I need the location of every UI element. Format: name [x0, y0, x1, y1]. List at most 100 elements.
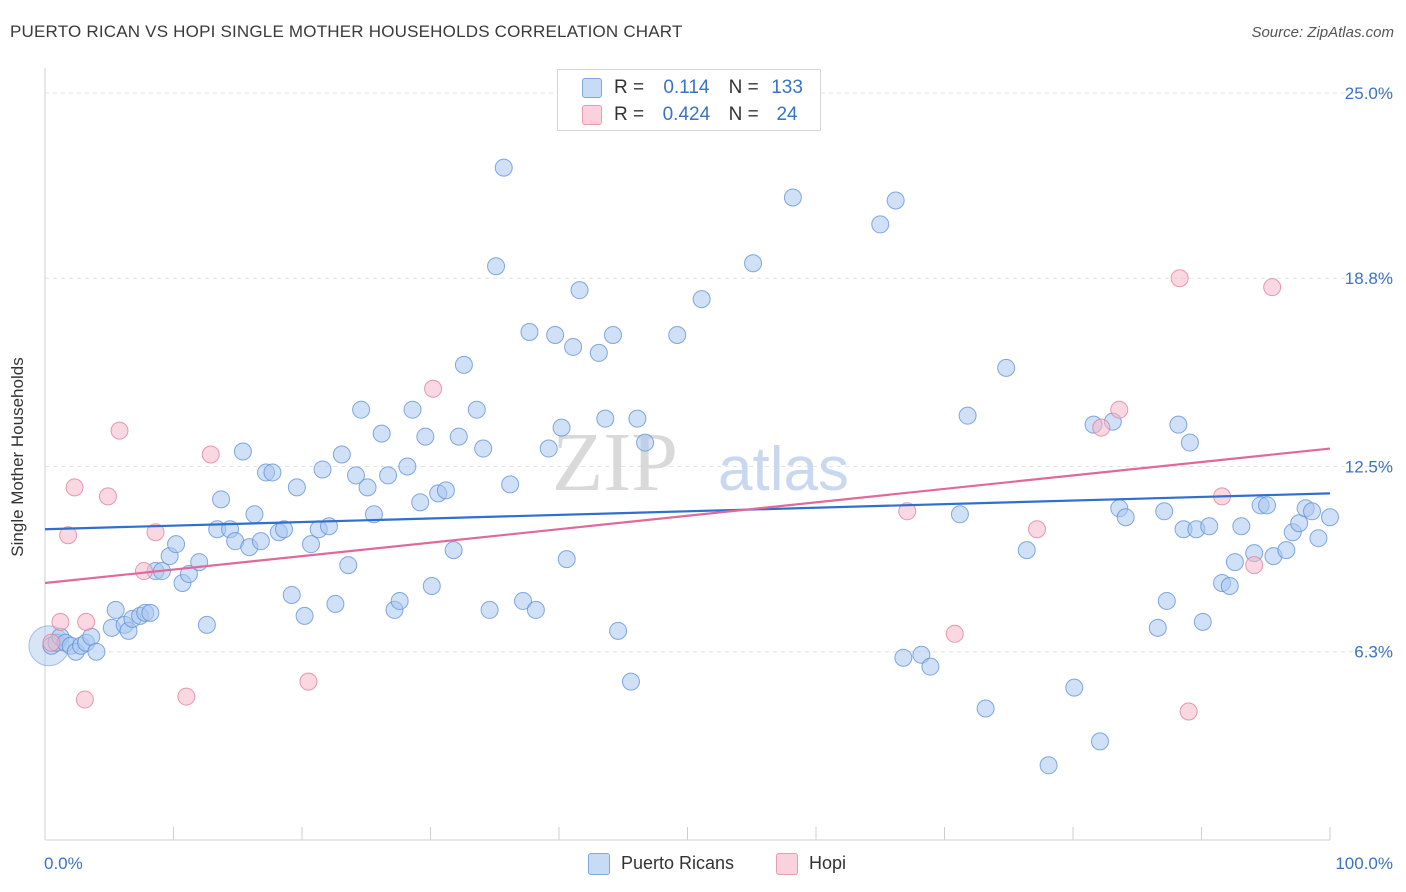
data-point — [603, 325, 622, 344]
tick-labels: 6.3% 12.5% 18.8% 25.0% 0.0% 100.0% — [44, 84, 1393, 873]
r-value: 0.114 — [663, 77, 710, 98]
data-point — [233, 442, 252, 461]
n-value: 133 — [771, 77, 803, 98]
data-point — [958, 406, 977, 425]
data-point — [364, 505, 383, 524]
data-point — [436, 481, 455, 500]
data-point — [945, 624, 964, 643]
data-point — [339, 556, 358, 575]
data-point — [539, 439, 558, 458]
legend-swatch-hopi — [776, 853, 798, 875]
legend-text: R = 0.114 N = 133 — [614, 77, 810, 99]
legend-text: R = 0.424 N = 24 — [614, 104, 810, 126]
data-point — [1169, 415, 1188, 434]
watermark-atlas: atlas — [718, 435, 849, 504]
data-point — [1232, 517, 1251, 536]
data-point — [1263, 278, 1282, 297]
data-point — [1303, 502, 1322, 521]
data-point — [1309, 529, 1328, 548]
legend-swatch-puerto-ricans — [582, 78, 602, 98]
y-tick-label: 25.0% — [1345, 84, 1393, 103]
data-point — [416, 427, 435, 446]
data-point — [1193, 612, 1212, 631]
data-point — [1170, 269, 1189, 288]
data-point — [783, 188, 802, 207]
data-point — [212, 490, 231, 509]
r-label: R = — [614, 77, 645, 98]
legend-swatch-puerto-ricans — [588, 853, 610, 875]
data-point — [87, 642, 106, 661]
trend-line-puerto-ricans — [44, 492, 1331, 531]
data-point — [552, 418, 571, 437]
data-point — [449, 427, 468, 446]
data-point — [177, 687, 196, 706]
y-tick-label: 18.8% — [1345, 269, 1393, 288]
data-point — [1200, 517, 1219, 536]
data-point — [454, 355, 473, 374]
trend-lines — [44, 447, 1331, 585]
data-point — [1148, 618, 1167, 637]
data-point — [287, 478, 306, 497]
data-point — [282, 585, 301, 604]
data-point — [1179, 702, 1198, 721]
data-point — [514, 591, 533, 610]
data-point — [275, 520, 294, 539]
x-tick-label: 100.0% — [1335, 854, 1393, 873]
y-axis-label: Single Mother Households — [8, 357, 27, 557]
data-point — [1220, 577, 1239, 595]
data-point — [313, 460, 332, 479]
data-point — [950, 505, 969, 524]
data-point — [912, 645, 931, 664]
series-hopi — [42, 269, 1282, 721]
data-point — [379, 466, 398, 485]
chart-title: PUERTO RICAN VS HOPI SINGLE MOTHER HOUSE… — [10, 22, 683, 41]
data-point — [520, 323, 539, 341]
data-point — [1157, 591, 1176, 610]
y-tick-label: 12.5% — [1345, 457, 1393, 476]
data-point — [358, 478, 377, 497]
data-point — [42, 633, 61, 652]
n-value: 24 — [776, 104, 798, 125]
n-label: N = — [728, 104, 759, 125]
data-point — [179, 565, 198, 584]
watermark-zip: ZIP — [552, 416, 678, 509]
data-point — [98, 487, 117, 506]
legend-label: Hopi — [809, 853, 847, 873]
data-point — [1028, 520, 1047, 539]
data-point — [480, 600, 499, 619]
data-point — [110, 421, 129, 440]
data-point — [299, 672, 318, 691]
data-point — [77, 612, 96, 631]
data-point — [1155, 502, 1174, 521]
data-point — [501, 475, 520, 494]
data-point — [1116, 508, 1135, 527]
data-point — [628, 409, 647, 428]
legend-swatch-hopi — [582, 105, 602, 125]
source-label: Source: ZipAtlas.com — [1251, 24, 1394, 41]
trend-line-hopi — [44, 447, 1331, 585]
r-label: R = — [614, 104, 645, 125]
data-point — [332, 445, 351, 464]
data-point — [1245, 556, 1264, 575]
watermark: ZIP atlas — [552, 416, 849, 509]
data-point — [106, 600, 125, 619]
data-point — [1225, 553, 1244, 572]
data-point — [1039, 756, 1058, 775]
n-label: N = — [728, 77, 759, 98]
data-point — [570, 281, 589, 300]
legend-label: Puerto Ricans — [621, 853, 735, 873]
data-point — [263, 463, 282, 482]
data-point — [245, 505, 264, 524]
data-point — [1321, 508, 1339, 527]
data-point — [557, 550, 576, 569]
data-point — [467, 400, 486, 419]
data-point — [668, 325, 687, 344]
data-point — [1065, 678, 1084, 697]
data-point — [692, 290, 711, 309]
data-point — [372, 424, 391, 443]
data-point — [75, 690, 94, 709]
data-point — [346, 466, 365, 485]
data-point — [921, 657, 940, 676]
data-point — [167, 535, 186, 554]
